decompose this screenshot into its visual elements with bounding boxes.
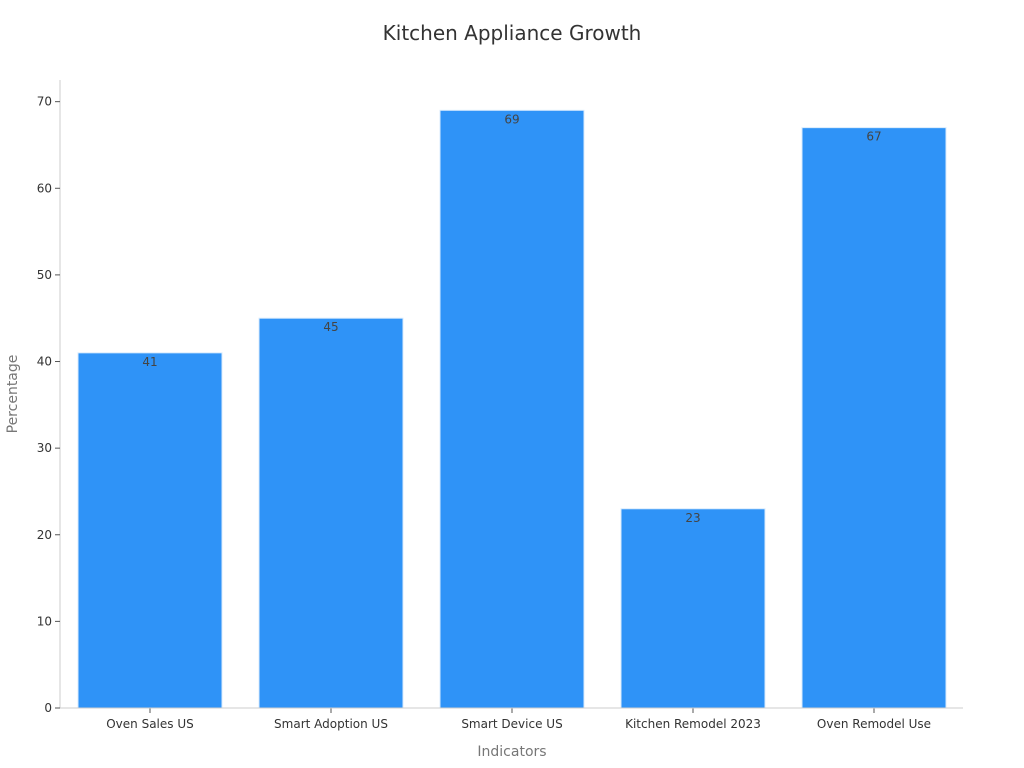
y-tick-label-2: 20 xyxy=(37,528,52,542)
bar-1 xyxy=(258,317,404,709)
y-tick-label-4: 40 xyxy=(37,355,52,369)
axes-group: Oven Sales US Smart Adoption US Smart Devi… xyxy=(37,80,963,731)
bar-0 xyxy=(77,352,223,709)
bar-3 xyxy=(620,508,766,709)
x-tick-label-1: Smart Adoption US xyxy=(274,717,388,731)
bars-group: 41 45 69 23 67 xyxy=(77,109,947,709)
data-label-3: 23 xyxy=(685,511,700,525)
y-tick-label-5: 50 xyxy=(37,268,52,282)
bar-4 xyxy=(801,127,947,709)
y-tick-label-1: 10 xyxy=(37,614,52,628)
x-tick-label-3: Kitchen Remodel 2023 xyxy=(625,717,761,731)
y-tick-label-6: 60 xyxy=(37,181,52,195)
data-label-0: 41 xyxy=(142,355,157,369)
y-axis-label: Percentage xyxy=(5,355,21,434)
data-label-2: 69 xyxy=(504,112,519,126)
data-label-1: 45 xyxy=(323,320,338,334)
x-tick-label-0: Oven Sales US xyxy=(106,717,194,731)
x-tick-label-2: Smart Device US xyxy=(461,717,562,731)
y-tick-label-3: 30 xyxy=(37,441,52,455)
y-tick-label-0: 0 xyxy=(44,701,52,715)
x-tick-label-4: Oven Remodel Use xyxy=(817,717,931,731)
chart-title: Kitchen Appliance Growth xyxy=(383,21,642,45)
y-tick-label-7: 70 xyxy=(37,95,52,109)
bar-2 xyxy=(439,109,585,709)
data-label-4: 67 xyxy=(866,130,881,144)
x-axis-label: Indicators xyxy=(477,744,546,760)
